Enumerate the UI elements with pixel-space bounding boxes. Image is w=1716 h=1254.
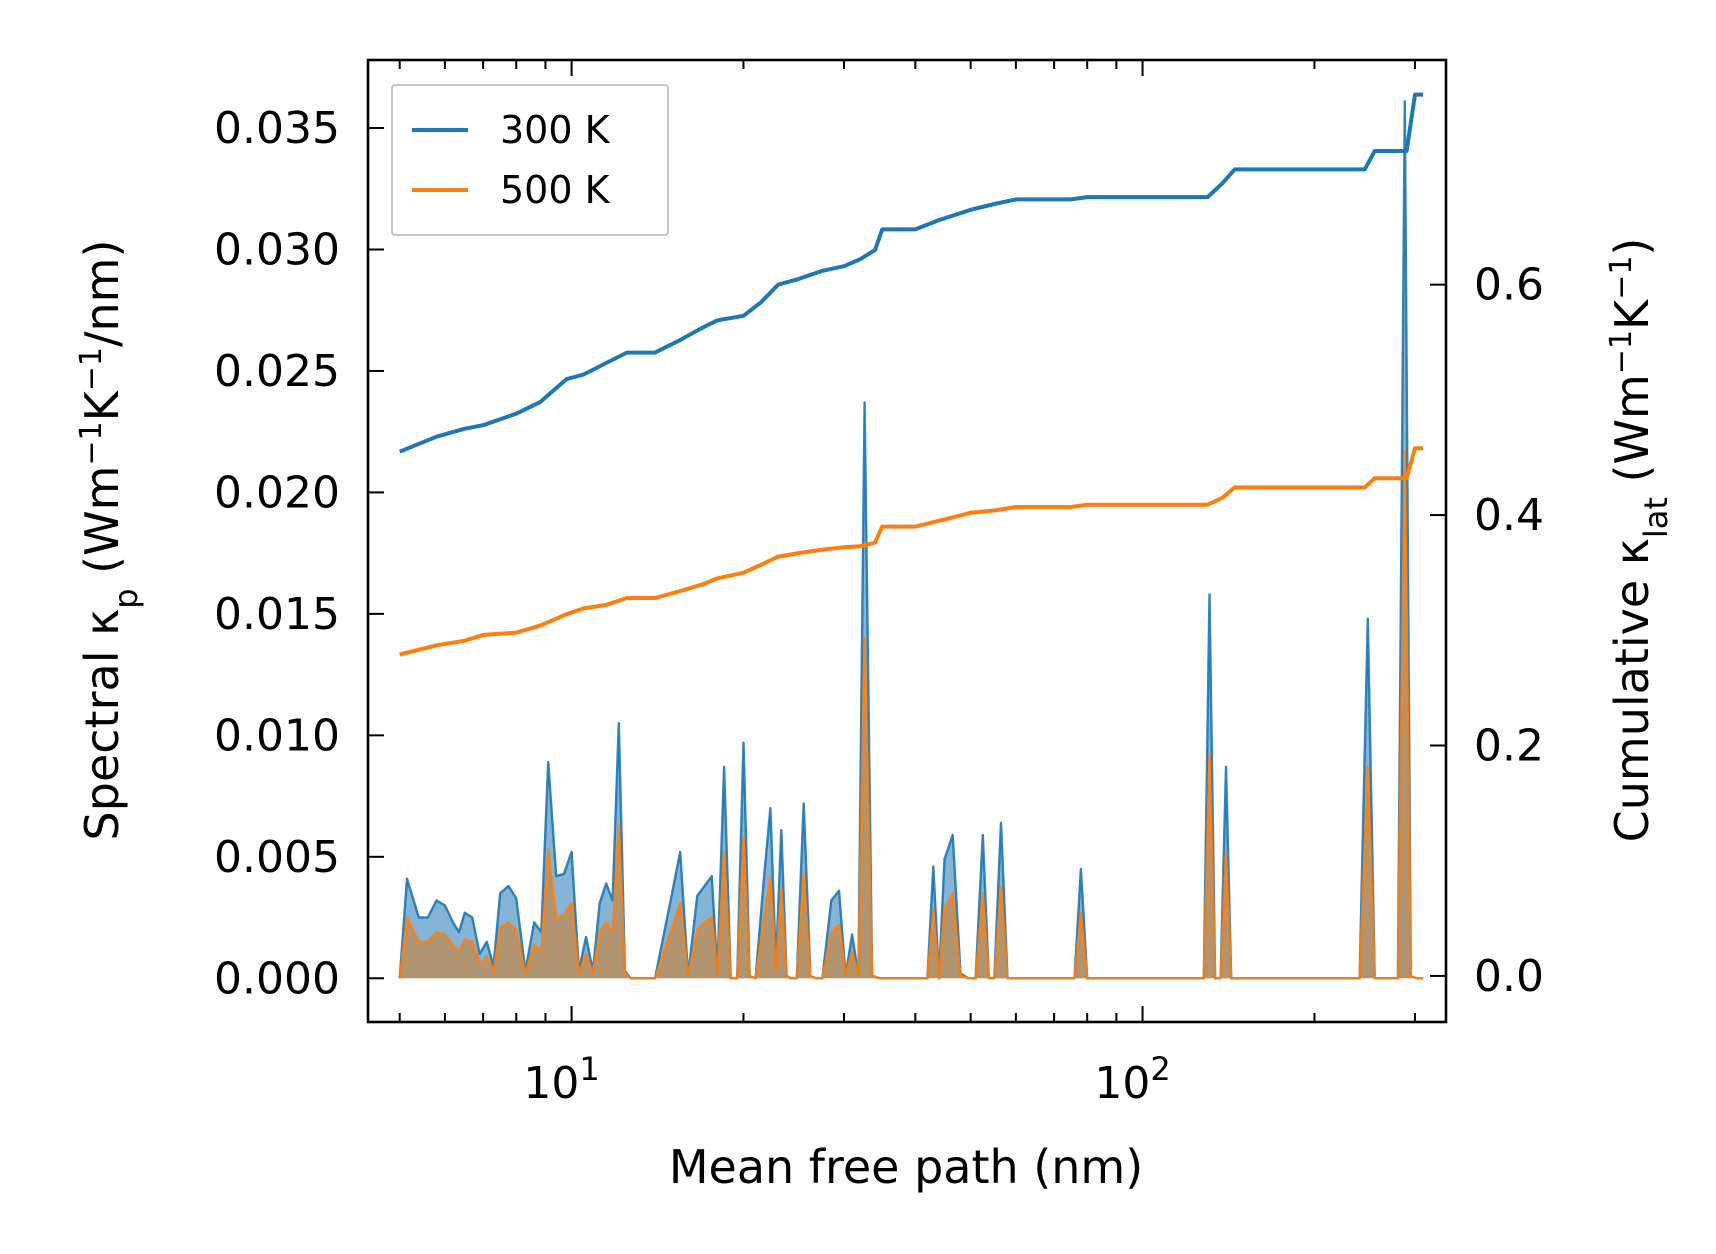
y-left-tick-label: 0.035 xyxy=(214,103,340,154)
y-left-tick-label: 0.005 xyxy=(214,832,340,883)
legend-label-500k: 500 K xyxy=(500,168,611,212)
y-right-tick-label: 0.4 xyxy=(1474,490,1544,541)
cumulative-line-500k xyxy=(399,446,1424,657)
y-left-tick-label: 0.010 xyxy=(214,710,340,761)
legend-frame xyxy=(391,84,669,236)
legend: 300 K 500 K xyxy=(391,84,669,236)
x-tick-base: 10 xyxy=(523,1058,579,1109)
x-tick-label: 101 xyxy=(523,1050,599,1109)
y-left-tick-label: 0.025 xyxy=(214,346,340,397)
y-left-tick-label: 0.000 xyxy=(214,953,340,1004)
y-left-tick-label: 0.020 xyxy=(214,467,340,518)
cumulative-line-300k xyxy=(398,92,1424,454)
plot-frame xyxy=(366,58,1448,1024)
x-tick-base: 10 xyxy=(1094,1058,1150,1109)
x-axis-title: Mean free path (nm) xyxy=(669,1140,1143,1194)
y-left-tick-label: 0.030 xyxy=(214,224,340,275)
plot-area xyxy=(398,92,1424,980)
x-tick-exponent: 1 xyxy=(579,1050,599,1088)
y-right-tick-label: 0.2 xyxy=(1474,720,1544,771)
x-tick-label: 102 xyxy=(1094,1050,1170,1109)
y-axis-right-title: Cumulative κlat (Wm−1K−1) xyxy=(1604,238,1676,843)
spectral-line-500k xyxy=(398,449,1424,980)
y-right-tick-label: 0.0 xyxy=(1474,951,1544,1002)
x-tick-exponent: 2 xyxy=(1150,1050,1170,1088)
y-axis-left-title: Spectral κp (Wm−1K−1/nm) xyxy=(74,240,146,841)
y-left-tick-label: 0.015 xyxy=(214,589,340,640)
y-right-tick-label: 0.6 xyxy=(1474,260,1544,311)
legend-label-300k: 300 K xyxy=(500,108,611,152)
